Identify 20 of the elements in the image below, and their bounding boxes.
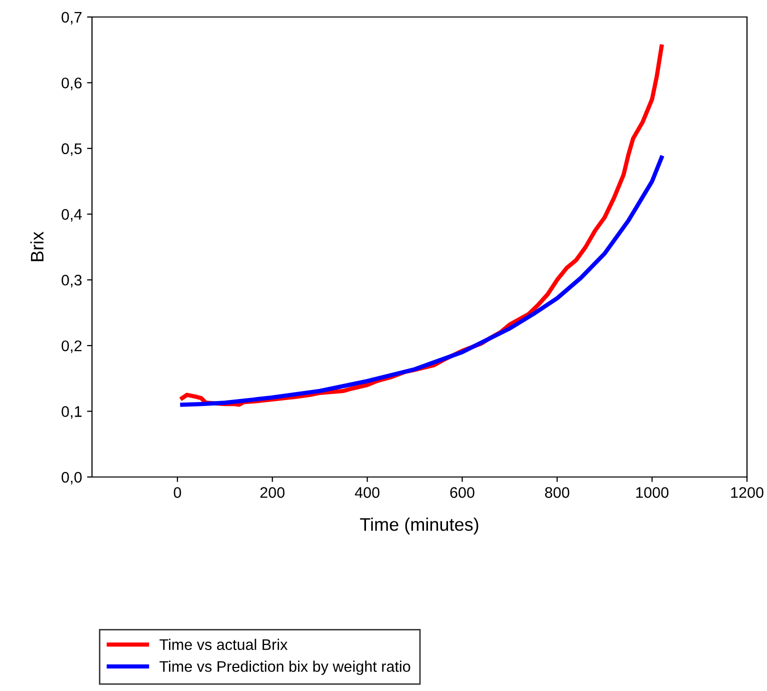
x-axis-title: Time (minutes) — [360, 518, 478, 534]
x-tick-label: 1200 — [731, 487, 764, 498]
y-tick-label: 0,0 — [62, 472, 82, 484]
legend-label: Time vs Prediction bix by weight ratio — [160, 660, 410, 675]
x-tick-label: 0 — [174, 487, 182, 498]
y-tick-label: 0,1 — [62, 406, 82, 419]
line-series — [180, 156, 664, 407]
y-tick-label: 0,5 — [62, 143, 82, 156]
x-tick-label: 800 — [545, 487, 570, 498]
x-tick-label: 1000 — [636, 487, 668, 498]
y-tick-label: 0,6 — [62, 78, 82, 90]
y-axis-title: Brix — [30, 232, 44, 262]
y-tick-label: 0,7 — [62, 12, 82, 24]
x-tick-label: 600 — [450, 487, 474, 498]
legend-label: Time vs actual Brix — [160, 638, 288, 650]
x-tick-label: 400 — [354, 487, 380, 498]
y-tick-label: 0,2 — [62, 340, 82, 354]
y-tick-label: 0,3 — [62, 274, 82, 288]
y-tick-label: 0,4 — [62, 209, 82, 222]
x-tick-label: 200 — [260, 487, 285, 498]
